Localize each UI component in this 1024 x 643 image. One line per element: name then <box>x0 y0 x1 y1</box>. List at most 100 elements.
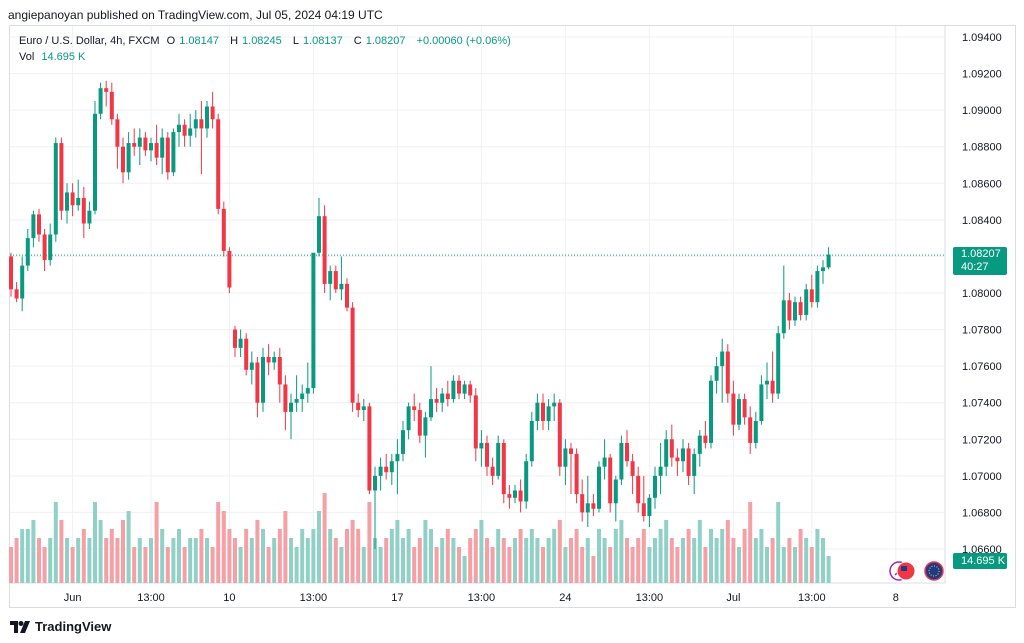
candle-body <box>641 503 646 517</box>
candle-body <box>333 271 338 290</box>
candle-body <box>160 137 165 158</box>
volume-bar <box>395 520 400 583</box>
y-tick-label: 1.08000 <box>962 288 1002 300</box>
y-tick-label: 1.09200 <box>962 69 1002 81</box>
volume-bar <box>272 538 277 583</box>
candle-body <box>809 289 814 303</box>
candle-body <box>703 435 708 443</box>
volume-label[interactable]: Vol <box>19 51 35 63</box>
candle-body <box>378 466 383 476</box>
candle-body <box>395 453 400 462</box>
volume-bar <box>557 520 562 583</box>
volume-bar <box>625 538 629 583</box>
candle-body <box>406 406 411 431</box>
candle-body <box>149 143 153 151</box>
volume-bar <box>737 547 741 583</box>
volume-bar <box>9 547 13 583</box>
volume-bar <box>619 520 624 583</box>
volume-bar <box>535 538 540 583</box>
volume-bar <box>686 529 691 583</box>
eu-flag-icon-stars <box>928 565 940 577</box>
candle-body <box>76 197 81 206</box>
candle-body <box>619 442 624 480</box>
candle-body <box>725 351 730 394</box>
volume-bar <box>753 538 758 583</box>
candle-body <box>513 490 517 498</box>
volume-bar <box>759 529 764 583</box>
candle-body <box>244 338 249 370</box>
candle-body <box>121 146 125 173</box>
candle-body <box>720 351 725 367</box>
candle-body <box>636 475 641 504</box>
volume-bar <box>429 529 433 583</box>
candle-body <box>53 143 58 235</box>
volume-bar <box>709 529 713 583</box>
volume-bar <box>328 529 333 583</box>
candle-body <box>317 216 321 253</box>
candle-body <box>434 399 439 403</box>
candle-body <box>440 393 445 403</box>
volume-bar <box>468 538 473 583</box>
volume-bar <box>378 547 383 583</box>
candle-body <box>787 300 792 321</box>
candle-body <box>664 439 669 467</box>
candle-body <box>429 399 433 418</box>
x-tick-label: 13:00 <box>468 592 496 604</box>
candle-body <box>42 234 47 261</box>
candle-body <box>137 137 142 147</box>
volume-bar <box>412 547 417 583</box>
volume-bar <box>171 538 176 583</box>
candle-body <box>238 338 243 348</box>
candle-body <box>37 214 41 235</box>
candle-body <box>457 380 461 394</box>
volume-bar <box>585 538 590 583</box>
volume-bar <box>473 529 478 583</box>
candle-body <box>496 442 501 476</box>
volume-bar <box>104 538 109 583</box>
candle-body <box>289 402 293 412</box>
candle-body <box>821 267 825 272</box>
volume-bar <box>485 538 489 583</box>
volume-bar <box>809 547 814 583</box>
y-tick-label: 1.08800 <box>962 142 1002 154</box>
volume-bar <box>345 529 349 583</box>
candle-body <box>669 439 674 458</box>
volume-bar <box>87 538 92 583</box>
candle-body <box>602 457 607 467</box>
candle-body <box>501 442 506 495</box>
volume-bar <box>529 529 534 583</box>
x-tick-label: 13:00 <box>636 592 664 604</box>
candle-body <box>793 302 797 321</box>
tradingview-brand: TradingView <box>35 619 112 634</box>
candle-body <box>613 479 618 504</box>
volume-bar <box>434 547 439 583</box>
candle-body <box>468 384 473 396</box>
candle-body <box>300 393 305 400</box>
candle-body <box>165 137 170 173</box>
candle-body <box>765 380 769 385</box>
candle-body <box>731 393 736 425</box>
candle-body <box>31 214 36 239</box>
candle-body <box>681 448 685 462</box>
volume-bar <box>401 538 405 583</box>
volume-bar <box>350 520 355 583</box>
volume-bar <box>238 547 243 583</box>
symbol-title[interactable]: Euro / U.S. Dollar, 4h, FXCM <box>19 35 160 47</box>
candles <box>9 80 831 549</box>
volume-bar <box>42 547 47 583</box>
candle-body <box>714 366 719 381</box>
eu-flag-icon <box>924 561 944 581</box>
candle-body <box>653 475 657 498</box>
y-tick-label: 1.07000 <box>962 471 1002 483</box>
y-tick-label: 1.09000 <box>962 105 1002 117</box>
tradingview-footer[interactable]: TradingView <box>10 619 111 634</box>
volume-bar <box>569 538 573 583</box>
volume-bar <box>742 529 747 583</box>
volume-bar <box>65 538 69 583</box>
volume-bar <box>815 529 820 583</box>
candle-body <box>115 119 120 147</box>
volume-bar <box>630 547 635 583</box>
candle-body <box>87 210 92 224</box>
candle-body <box>294 399 299 403</box>
